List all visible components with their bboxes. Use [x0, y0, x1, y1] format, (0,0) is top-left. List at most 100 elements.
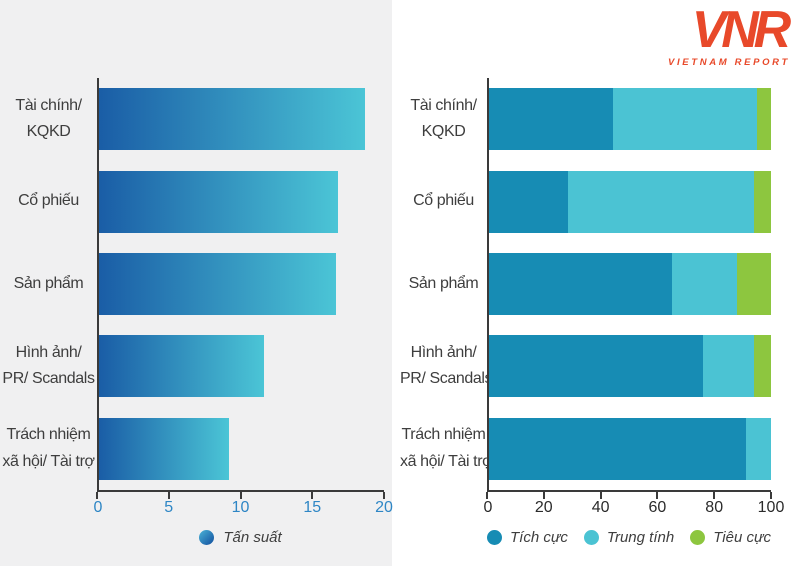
legend-label-frequency: Tấn suất — [223, 528, 282, 546]
sentiment-legend: Tích cực Trung tính Tiêu cực — [487, 529, 771, 546]
category-label-line: xã hội/ Tài trợ — [2, 452, 95, 470]
x-axis: 0 5 10 15 20 — [93, 489, 393, 516]
chart-row-tai-chinh: Tài chính/ KQKD — [400, 78, 771, 160]
tick-mark — [96, 491, 98, 499]
category-label-line: KQKD — [421, 123, 466, 141]
vnr-logo: VNR VIETNAM REPORT — [640, 4, 791, 68]
stacked-bar — [489, 88, 771, 151]
bar-cell — [97, 243, 384, 325]
category-label-line: Tài chính/ — [15, 96, 82, 114]
category-label-line: Hình ảnh/ — [410, 343, 477, 361]
category-label: Sản phẩm — [400, 243, 487, 325]
y-axis-line — [97, 78, 99, 490]
segment-neutral — [745, 417, 771, 480]
segment-positive — [489, 335, 704, 398]
segment-negative — [754, 170, 771, 233]
legend-label-negative: Tiêu cực — [713, 528, 771, 546]
segment-neutral — [567, 170, 755, 233]
legend-dot-frequency — [199, 529, 215, 545]
y-axis-line — [487, 78, 489, 490]
tick-mark — [713, 491, 716, 499]
stacked-bar — [489, 335, 771, 398]
category-label: Tài chính/ KQKD — [0, 78, 97, 160]
chart-row-hinh-anh: Hình ảnh/ PR/ Scandals — [400, 325, 771, 407]
tick-label: 20 — [534, 498, 553, 516]
tick-mark — [167, 491, 170, 499]
tick-label: 5 — [164, 498, 174, 516]
segment-negative — [737, 252, 771, 315]
bar-cell — [487, 78, 771, 160]
category-label-line: Trách nhiệm — [401, 426, 486, 444]
tick-label: 20 — [375, 498, 393, 516]
legend-dot-neutral — [583, 529, 599, 545]
category-label: Sản phẩm — [0, 243, 97, 325]
chart-row-co-phieu: Cổ phiếu — [0, 160, 384, 242]
chart-row-tai-chinh: Tài chính/ KQKD — [0, 78, 384, 160]
chart-row-co-phieu: Cổ phiếu — [400, 160, 771, 242]
tick-label: 60 — [648, 498, 667, 516]
sentiment-chart-plot: Tài chính/ KQKD Cổ phiếu — [400, 78, 771, 490]
bar-cell — [97, 408, 384, 490]
category-label-line: KQKD — [26, 123, 71, 141]
tick-label: 100 — [757, 498, 785, 516]
bar-cell — [487, 325, 771, 407]
bar-cell — [487, 243, 771, 325]
category-label-line: PR/ Scandals — [400, 370, 493, 388]
segment-positive — [489, 88, 614, 151]
tick-mark — [656, 491, 659, 499]
category-label-line: Sản phẩm — [13, 274, 84, 292]
legend-item-positive: Tích cực — [487, 529, 568, 546]
frequency-bar — [99, 252, 336, 315]
chart-row-san-pham: Sản phẩm — [0, 243, 384, 325]
segment-negative — [756, 88, 771, 151]
bar-cell — [97, 78, 384, 160]
tick-label: 0 — [483, 498, 493, 516]
tick-label: 80 — [705, 498, 724, 516]
bar-cell — [487, 408, 771, 490]
category-label: Trách nhiệm xã hội/ Tài trợ — [0, 408, 97, 490]
bar-cell — [97, 160, 384, 242]
segment-negative — [754, 335, 771, 398]
segment-neutral — [703, 335, 755, 398]
sentiment-chart: Tài chính/ KQKD Cổ phiếu — [400, 78, 784, 546]
category-label: Cổ phiếu — [400, 160, 487, 242]
category-label: Hình ảnh/ PR/ Scandals — [400, 325, 493, 407]
category-label-line: Cổ phiếu — [413, 192, 474, 210]
tick-mark — [239, 491, 242, 499]
stacked-bar — [489, 252, 771, 315]
stacked-bar — [489, 170, 771, 233]
tick-mark — [486, 491, 488, 499]
chart-row-hinh-anh: Hình ảnh/ PR/ Scandals — [0, 325, 384, 407]
legend-dot-negative — [690, 529, 706, 545]
legend-dot-positive — [487, 529, 502, 545]
frequency-bar — [99, 417, 229, 480]
tick-mark — [311, 491, 314, 499]
bar-cell — [97, 325, 384, 407]
category-label: Cổ phiếu — [0, 160, 97, 242]
frequency-legend: Tấn suất — [97, 529, 384, 546]
segment-neutral — [613, 88, 757, 151]
category-label: Trách nhiệm xã hội/ Tài trợ — [400, 408, 493, 490]
frequency-bar — [99, 335, 265, 398]
frequency-bar — [99, 170, 339, 233]
category-label-line: xã hội/ Tài trợ — [400, 452, 493, 470]
legend-label-positive: Tích cực — [510, 528, 568, 546]
tick-label: 10 — [231, 498, 250, 516]
x-axis: 0 20 40 60 80 100 — [483, 489, 784, 516]
tick-mark — [770, 491, 772, 499]
segment-positive — [489, 417, 746, 480]
legend-item-negative: Tiêu cực — [690, 529, 771, 546]
legend-item-neutral: Trung tính — [583, 529, 674, 546]
stacked-bar — [489, 417, 771, 480]
category-label-line: Hình ảnh/ — [15, 343, 82, 361]
tick-mark — [599, 491, 602, 499]
category-label-line: Sản phẩm — [408, 274, 479, 292]
tick-mark — [542, 491, 545, 499]
chart-row-trach-nhiem: Trách nhiệm xã hội/ Tài trợ — [400, 408, 771, 490]
frequency-bar — [99, 88, 366, 151]
chart-row-san-pham: Sản phẩm — [400, 243, 771, 325]
category-label: Hình ảnh/ PR/ Scandals — [0, 325, 97, 407]
segment-positive — [489, 170, 568, 233]
tick-label: 40 — [591, 498, 610, 516]
